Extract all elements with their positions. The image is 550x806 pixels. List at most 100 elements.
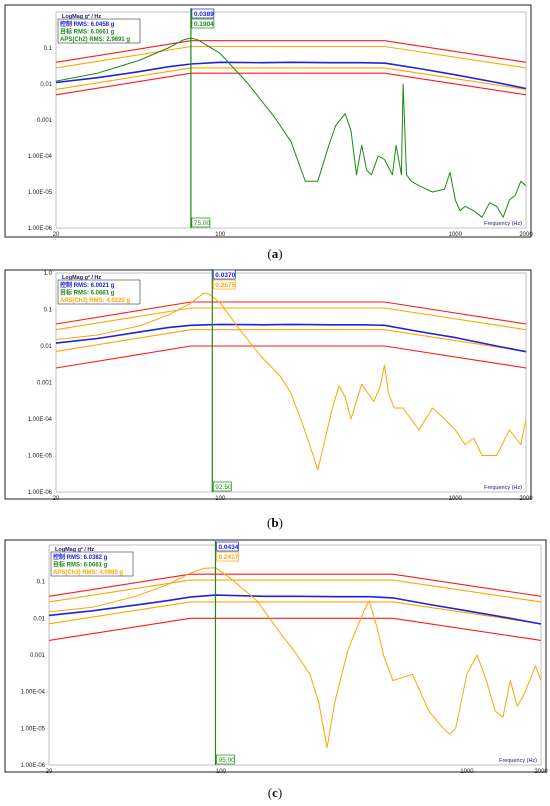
legend-entry: 控制 RMS: 6.0382 g [53, 553, 108, 561]
series-line-limit-2 [55, 329, 527, 352]
cursor-readout: 0.0434 [218, 544, 238, 551]
cursor-readout-box [216, 551, 239, 562]
x-tick-label: 100 [215, 232, 226, 238]
x-tick-label: 2000 [519, 496, 533, 502]
cursor-x-box [216, 754, 235, 765]
x-axis-title: Frequency (Hz) [484, 485, 522, 491]
y-tick-label: 1.00E-05 [28, 454, 53, 460]
cursor-readout: 0.0370 [215, 272, 235, 279]
panel-b: LogMag g² / Hz Frequency (Hz) 1.0 0.1 0.01 0.… [0, 266, 550, 534]
cursor-x-box [212, 481, 232, 492]
cursor-readout: 0.0389 [194, 11, 214, 18]
series-line-控制 [48, 594, 542, 625]
series-line-limit-0 [55, 40, 527, 63]
panel-c: LogMag g² / Hz Frequency (Hz) 0.1 0.01 0.001… [0, 534, 550, 806]
plot-frame [4, 4, 532, 238]
y-tick-label: 1.00E-04 [28, 417, 53, 423]
y-tick-label: 1.00E-04 [28, 154, 53, 160]
y-tick-label: 0.1 [44, 308, 53, 314]
plot-frame [4, 539, 547, 773]
y-axis-title: LogMag g² / Hz [55, 546, 94, 553]
y-axis-title: LogMag g² / Hz [62, 274, 101, 281]
caption-c: (c) [267, 785, 283, 800]
series-line-控制 [55, 323, 527, 353]
y-tick-label: 1.00E-05 [28, 190, 53, 196]
y-tick-label: 1.0 [44, 271, 53, 277]
cursor-readout-box [191, 8, 215, 19]
cursor-readout-box [216, 541, 239, 552]
x-tick-label: 20 [53, 232, 60, 238]
series-line-limit-1 [48, 579, 542, 603]
y-tick-label: 1.00E-05 [21, 726, 46, 732]
cursor-readout-box [191, 18, 215, 29]
y-tick-label: 1.00E-06 [28, 226, 53, 232]
chart-c: LogMag g² / Hz Frequency (Hz) 0.1 0.01 0.001… [4, 539, 548, 775]
x-axis-title: Frequency (Hz) [499, 758, 537, 764]
x-tick-label: 1000 [449, 232, 463, 238]
y-tick-label: 0.1 [44, 46, 53, 52]
plot-area [55, 272, 527, 493]
x-tick-label: 100 [215, 496, 226, 502]
y-tick-label: 0.01 [40, 344, 52, 350]
series-line-limit-1 [55, 45, 527, 69]
series-line-limit-3 [55, 72, 527, 96]
series-line-APS(Ch2) [55, 37, 527, 218]
legend-box [57, 279, 141, 305]
series-line-limit-2 [55, 67, 527, 90]
legend-entry: 控制 RMS: 6.0021 g [60, 281, 115, 289]
cursor-readout-box [212, 279, 236, 290]
y-tick-label: 0.001 [30, 653, 46, 659]
plot-area [48, 544, 542, 766]
y-tick-label: 0.001 [37, 381, 53, 387]
cursor-readout: 0.1904 [194, 21, 214, 28]
panel-a: LogMag g² / Hz Frequency (Hz) 0.1 0.01 0.001… [0, 0, 550, 268]
cursor-x-label: 92.50 [215, 484, 232, 491]
series-line-limit-2 [48, 601, 542, 625]
series-line-APS(Ch3) [55, 292, 527, 471]
cursor-readout: 0.2417 [218, 554, 238, 561]
cursor-x-label: 75.00 [194, 220, 211, 227]
cursor-readout: 0.2575 [215, 282, 235, 289]
legend-entry: 目标 RMS: 6.0661 g [60, 289, 115, 297]
x-tick-label: 20 [46, 769, 53, 775]
y-tick-label: 0.1 [37, 580, 46, 586]
legend-entry: 目标 RMS: 6.0661 g [53, 561, 108, 569]
x-tick-label: 100 [216, 769, 227, 775]
caption-letter: a [271, 246, 279, 261]
series-line-limit-1 [55, 307, 527, 331]
caption-a: (a) [267, 246, 283, 261]
series-line-控制 [55, 61, 527, 90]
series-line-limit-0 [48, 573, 542, 597]
y-tick-label: 1.00E-06 [21, 763, 46, 769]
y-axis-title: LogMag g² / Hz [62, 13, 101, 20]
caption-b: (b) [267, 515, 283, 530]
x-axis-title: Frequency (Hz) [484, 221, 522, 227]
x-tick-label: 1000 [460, 769, 474, 775]
plot-frame [4, 269, 532, 500]
series-line-limit-3 [55, 345, 527, 369]
caption-letter: c [272, 785, 278, 800]
legend-box [50, 551, 134, 577]
legend-entry: 控制 RMS: 6.0458 g [60, 20, 115, 28]
series-line-APS(Ch3) [48, 567, 542, 748]
y-tick-label: 0.01 [40, 82, 52, 88]
y-tick-label: 0.01 [33, 616, 45, 622]
x-tick-label: 2000 [534, 769, 548, 775]
legend-entry: APS(Ch3) RMS: 4.0220 g [60, 298, 130, 304]
cursor-x-box [191, 217, 211, 228]
legend-entry: APS(Ch3) RMS: 4.0980 g [53, 570, 123, 576]
x-tick-label: 1000 [449, 496, 463, 502]
plot-area [55, 11, 527, 229]
y-tick-label: 1.00E-06 [28, 490, 53, 496]
chart-a: LogMag g² / Hz Frequency (Hz) 0.1 0.01 0.001… [4, 4, 533, 238]
legend-entry: 目标 RMS: 6.0661 g [60, 28, 115, 36]
x-tick-label: 2000 [519, 232, 533, 238]
series-line-limit-3 [48, 617, 542, 641]
legend-box [57, 18, 141, 44]
chart-b: LogMag g² / Hz Frequency (Hz) 1.0 0.1 0.01 0.… [4, 269, 533, 502]
cursor-x-label: 95.00 [218, 757, 235, 764]
caption-letter: b [271, 515, 279, 530]
y-tick-label: 1.00E-04 [21, 690, 46, 696]
series-line-limit-0 [55, 301, 527, 325]
cursor-readout-box [212, 269, 236, 280]
